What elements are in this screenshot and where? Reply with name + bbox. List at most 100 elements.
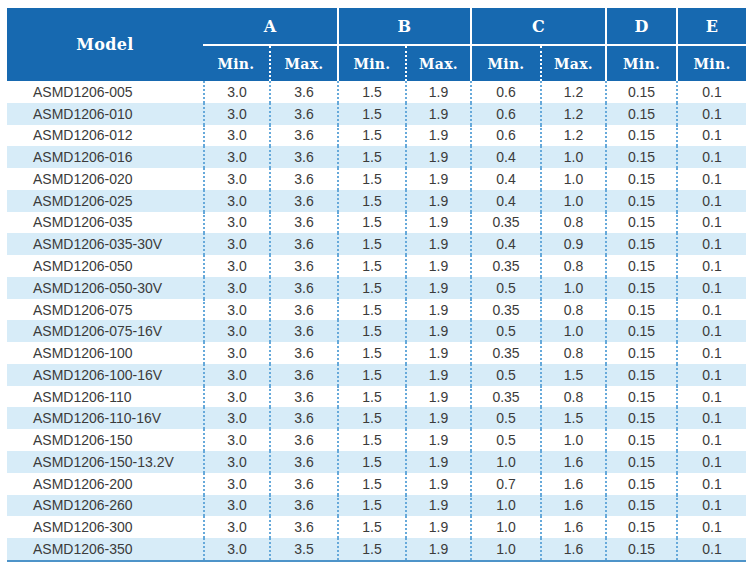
value-cell: 0.15 [605, 495, 676, 517]
value-cell: 0.8 [540, 299, 605, 321]
value-cell: 0.5 [470, 320, 540, 342]
value-cell: 0.1 [676, 277, 746, 299]
value-cell: 0.15 [605, 146, 676, 168]
value-cell: 3.6 [269, 255, 337, 277]
value-cell: 0.15 [605, 538, 676, 560]
value-cell: 0.1 [676, 255, 746, 277]
value-cell: 3.6 [269, 516, 337, 538]
table-row: ASMD1206-0123.03.61.51.90.61.20.150.1 [7, 125, 746, 147]
value-cell: 3.6 [269, 342, 337, 364]
column-header-a-max: Max. [269, 46, 337, 81]
value-cell: 0.1 [676, 473, 746, 495]
value-cell: 0.9 [540, 233, 605, 255]
value-cell: 1.5 [337, 407, 405, 429]
value-cell: 1.5 [337, 81, 405, 103]
value-cell: 0.1 [676, 342, 746, 364]
model-cell: ASMD1206-020 [7, 168, 203, 190]
value-cell: 1.5 [337, 342, 405, 364]
table-row: ASMD1206-035-30V3.03.61.51.90.40.90.150.… [7, 233, 746, 255]
value-cell: 1.0 [470, 495, 540, 517]
value-cell: 0.1 [676, 190, 746, 212]
value-cell: 0.1 [676, 407, 746, 429]
value-cell: 0.1 [676, 299, 746, 321]
value-cell: 0.1 [676, 233, 746, 255]
column-header-b-max: Max. [405, 46, 470, 81]
value-cell: 0.15 [605, 342, 676, 364]
value-cell: 1.5 [337, 146, 405, 168]
value-cell: 0.1 [676, 386, 746, 408]
model-cell: ASMD1206-100 [7, 342, 203, 364]
table-row: ASMD1206-2603.03.61.51.91.01.60.150.1 [7, 495, 746, 517]
value-cell: 1.0 [470, 516, 540, 538]
table-row: ASMD1206-0253.03.61.51.90.41.00.150.1 [7, 190, 746, 212]
value-cell: 1.9 [405, 299, 470, 321]
model-cell: ASMD1206-300 [7, 516, 203, 538]
value-cell: 0.8 [540, 255, 605, 277]
value-cell: 0.15 [605, 103, 676, 125]
value-cell: 0.15 [605, 386, 676, 408]
value-cell: 1.5 [540, 407, 605, 429]
column-header-a-min: Min. [203, 46, 269, 81]
model-cell: ASMD1206-005 [7, 81, 203, 103]
value-cell: 0.4 [470, 233, 540, 255]
value-cell: 0.15 [605, 277, 676, 299]
value-cell: 0.5 [470, 364, 540, 386]
value-cell: 3.0 [203, 125, 269, 147]
value-cell: 3.6 [269, 299, 337, 321]
value-cell: 3.0 [203, 81, 269, 103]
value-cell: 1.9 [405, 451, 470, 473]
model-cell: ASMD1206-150 [7, 429, 203, 451]
value-cell: 3.0 [203, 538, 269, 560]
value-cell: 1.5 [337, 495, 405, 517]
value-cell: 3.0 [203, 233, 269, 255]
value-cell: 3.6 [269, 473, 337, 495]
value-cell: 0.15 [605, 190, 676, 212]
value-cell: 0.15 [605, 364, 676, 386]
model-cell: ASMD1206-200 [7, 473, 203, 495]
value-cell: 1.5 [337, 103, 405, 125]
value-cell: 1.6 [540, 473, 605, 495]
model-cell: ASMD1206-150-13.2V [7, 451, 203, 473]
value-cell: 0.15 [605, 255, 676, 277]
value-cell: 0.8 [540, 212, 605, 234]
model-cell: ASMD1206-075-16V [7, 320, 203, 342]
value-cell: 3.0 [203, 277, 269, 299]
value-cell: 3.6 [269, 233, 337, 255]
value-cell: 1.6 [540, 451, 605, 473]
table-row: ASMD1206-1103.03.61.51.90.350.80.150.1 [7, 386, 746, 408]
value-cell: 0.1 [676, 320, 746, 342]
value-cell: 0.1 [676, 429, 746, 451]
value-cell: 3.0 [203, 342, 269, 364]
value-cell: 1.2 [540, 125, 605, 147]
table-row: ASMD1206-075-16V3.03.61.51.90.51.00.150.… [7, 320, 746, 342]
column-group-c: C [470, 8, 605, 46]
table-row: ASMD1206-3503.03.51.51.91.01.60.150.1 [7, 538, 746, 560]
value-cell: 1.5 [337, 516, 405, 538]
value-cell: 3.0 [203, 386, 269, 408]
value-cell: 0.5 [470, 407, 540, 429]
table-row: ASMD1206-3003.03.61.51.91.01.60.150.1 [7, 516, 746, 538]
value-cell: 3.6 [269, 429, 337, 451]
table-row: ASMD1206-0163.03.61.51.90.41.00.150.1 [7, 146, 746, 168]
value-cell: 1.9 [405, 125, 470, 147]
value-cell: 0.6 [470, 81, 540, 103]
column-header-c-max: Max. [540, 46, 605, 81]
value-cell: 3.6 [269, 451, 337, 473]
value-cell: 0.15 [605, 233, 676, 255]
value-cell: 1.0 [540, 146, 605, 168]
column-header-model: Model [7, 8, 203, 81]
spec-table: Model A B C D E Min. Max. Min. Max. Min.… [7, 8, 746, 562]
value-cell: 0.15 [605, 320, 676, 342]
value-cell: 3.0 [203, 516, 269, 538]
value-cell: 0.4 [470, 168, 540, 190]
value-cell: 3.6 [269, 125, 337, 147]
value-cell: 1.0 [470, 538, 540, 560]
value-cell: 1.5 [337, 125, 405, 147]
value-cell: 3.0 [203, 299, 269, 321]
value-cell: 1.9 [405, 277, 470, 299]
column-header-c-min: Min. [470, 46, 540, 81]
value-cell: 0.8 [540, 342, 605, 364]
value-cell: 1.5 [337, 212, 405, 234]
table-row: ASMD1206-110-16V3.03.61.51.90.51.50.150.… [7, 407, 746, 429]
value-cell: 1.9 [405, 364, 470, 386]
